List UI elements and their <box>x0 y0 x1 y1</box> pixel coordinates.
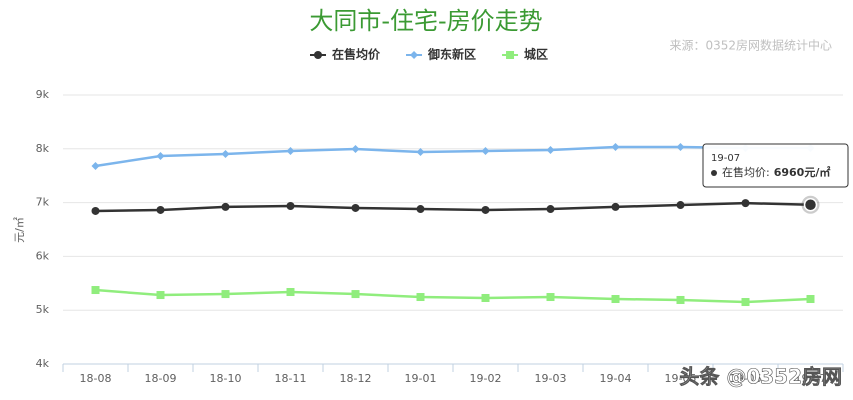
legend-marker <box>506 51 515 59</box>
point <box>676 295 685 304</box>
point <box>741 298 750 307</box>
point <box>676 201 685 210</box>
point <box>546 145 555 154</box>
x-tick-label: 19-06 <box>730 372 762 385</box>
y-tick-label: 4k <box>36 357 50 370</box>
x-tick-label: 19-04 <box>600 372 632 385</box>
point <box>741 199 750 208</box>
point <box>286 288 295 297</box>
point <box>221 150 230 159</box>
point <box>546 205 555 214</box>
point <box>611 295 620 304</box>
point <box>416 293 425 302</box>
y-tick-label: 8k <box>36 142 50 155</box>
x-tick-label: 19-03 <box>535 372 567 385</box>
tooltip-dot <box>711 170 717 176</box>
x-tick-label: 18-11 <box>275 372 307 385</box>
legend-marker <box>410 51 419 59</box>
legend-label: 城区 <box>524 47 548 62</box>
point <box>156 291 165 300</box>
x-tick-label: 19-01 <box>405 372 437 385</box>
tooltip-title: 19-07 <box>711 153 740 164</box>
legend-label: 在售均价 <box>332 47 381 62</box>
series-line <box>95 201 811 213</box>
series-line <box>95 145 811 168</box>
tooltip-value: 6960元/㎡ <box>774 165 831 179</box>
point <box>286 201 295 210</box>
hover-point <box>803 198 818 212</box>
point <box>91 206 100 215</box>
legend-label: 御东新区 <box>427 47 476 62</box>
y-tick-label: 9k <box>36 88 50 101</box>
x-tick-label: 19-05 <box>665 372 697 385</box>
y-tick-label: 5k <box>36 303 50 316</box>
point <box>546 293 555 302</box>
legend-marker <box>314 51 322 59</box>
point <box>156 205 165 214</box>
point <box>611 202 620 211</box>
point <box>156 152 165 161</box>
point <box>91 162 100 171</box>
point <box>806 295 815 304</box>
series-line <box>95 288 811 304</box>
x-tick-label: 18-08 <box>80 372 112 385</box>
point <box>351 145 360 154</box>
y-axis-label: 元/㎡ <box>13 217 26 243</box>
point <box>351 290 360 299</box>
x-tick-label: 18-12 <box>340 372 372 385</box>
source: 来源：0352房网数据统计中心 <box>669 38 832 53</box>
x-tick-label: 18-10 <box>210 372 242 385</box>
chart-title: 大同市-住宅-房价走势 <box>309 7 542 35</box>
y-tick-label: 6k <box>36 249 50 262</box>
point <box>481 293 490 302</box>
point <box>416 205 425 214</box>
x-tick-label: 19-02 <box>470 372 502 385</box>
point <box>286 146 295 155</box>
x-tick-label: 18-09 <box>145 372 177 385</box>
watermark: 头条 @0352房网 <box>679 365 842 389</box>
point <box>481 146 490 155</box>
point <box>351 203 360 212</box>
tooltip-box <box>702 143 849 188</box>
point <box>676 143 685 152</box>
point <box>416 148 425 157</box>
y-tick-label: 7k <box>36 196 50 209</box>
point <box>91 286 100 295</box>
point <box>611 143 620 152</box>
point <box>481 205 490 214</box>
point <box>221 290 230 299</box>
x-tick-label: 19-07 <box>795 372 827 385</box>
point <box>221 202 230 211</box>
tooltip-label: 在售均价: <box>722 165 770 179</box>
